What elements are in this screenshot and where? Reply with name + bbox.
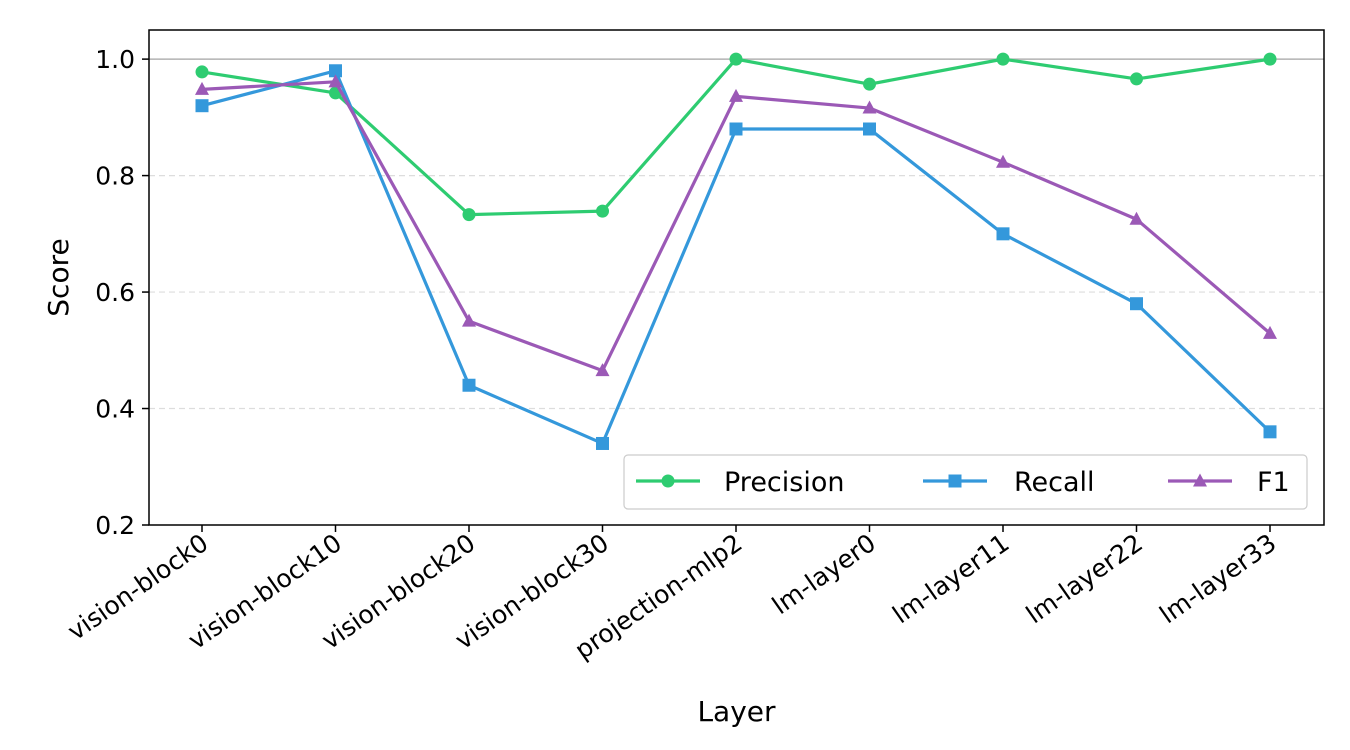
precision-point [729,52,743,66]
plot-frame [148,29,1325,526]
legend-label: Precision [724,467,844,498]
x-tick-label: lm-layer11 [887,528,1014,629]
f1-point [328,74,343,88]
legend-item-precision: Precision [636,467,844,498]
legend-swatch-marker [661,474,675,488]
f1-point [462,313,476,327]
recall-point [462,378,476,392]
f1-point [729,88,743,102]
precision-point [863,77,876,91]
series-lines [195,52,1277,450]
legend-label: Recall [1014,467,1095,498]
x-tick-label: lm-layer0 [767,528,881,620]
y-tick-label: 0.2 [95,511,135,540]
x-axis: vision-block0vision-block10vision-block2… [62,525,1281,665]
recall-point [1263,425,1277,439]
f1-point [1263,325,1277,339]
precision-point [462,208,476,222]
y-axis-title: Score [42,238,75,316]
grid-lines [149,58,1324,410]
series-precision [195,52,1277,222]
f1-point [1129,211,1144,225]
legend-item-recall: Recall [923,467,1095,498]
precision-point [195,65,209,79]
recall-point [329,64,342,78]
series-f1 [195,74,1277,377]
precision-point [596,204,609,218]
precision-point [1263,52,1277,66]
recall-point [863,122,876,136]
recall-point [996,227,1010,241]
series-recall [195,64,1277,450]
legend-swatch-marker [948,474,962,488]
legend-item-f1: F1 [1168,467,1290,498]
y-tick-label: 0.8 [95,162,135,191]
legend-swatch-marker [1193,473,1207,487]
f1-point [862,100,877,114]
y-axis: 0.2 0.4 0.6 0.8 1.0 [95,45,149,540]
x-axis-title: Layer [697,695,776,728]
precision-point [1130,72,1143,86]
f1-point [595,363,610,377]
y-tick-label: 1.0 [95,45,135,74]
legend: Precision Recall F1 [623,454,1308,510]
f1-point [195,81,209,95]
x-tick-label: lm-layer22 [1021,528,1148,629]
recall-point [596,436,609,450]
precision-point [996,52,1010,66]
y-tick-label: 0.6 [95,278,135,307]
recall-point [1130,297,1143,311]
x-tick-label: lm-layer33 [1154,528,1281,629]
legend-label: F1 [1257,467,1290,498]
recall-point [729,122,743,136]
y-tick-label: 0.4 [95,395,135,424]
f1-point [996,154,1010,168]
recall-point [195,99,209,113]
